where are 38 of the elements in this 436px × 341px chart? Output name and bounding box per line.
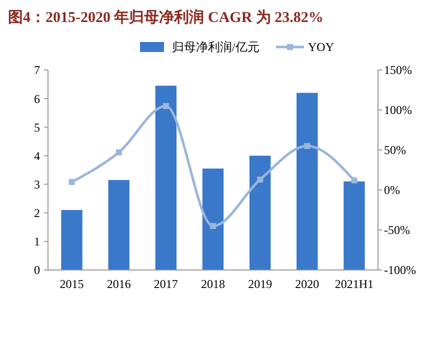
x-tick-label: 2015 xyxy=(60,277,84,291)
point xyxy=(116,149,122,156)
y-tick-label: 7 xyxy=(34,63,40,78)
bar xyxy=(344,181,365,270)
bar xyxy=(61,210,82,270)
y-tick-label: 5 xyxy=(34,120,40,134)
x-tick-label: 2016 xyxy=(106,277,131,291)
y-tick-label: 6 xyxy=(34,92,40,106)
x-tick-label: 2021H1 xyxy=(334,277,374,291)
bar xyxy=(202,168,224,270)
legend-label: YOY xyxy=(308,40,334,54)
y-tick-label: 3 xyxy=(34,177,40,192)
y2-tick-label: 0% xyxy=(384,183,400,198)
y2-tick-label: 150% xyxy=(384,63,412,78)
x-tick-label: 2020 xyxy=(295,277,320,291)
y2-tick-label: 50% xyxy=(384,143,406,158)
y-tick-label: 1 xyxy=(34,234,40,249)
y2-tick-label: 100% xyxy=(384,103,412,118)
y2-tick-label: -100% xyxy=(384,263,416,278)
bar xyxy=(296,92,318,270)
legend-label: 归母净利润/亿元 xyxy=(172,40,260,54)
point xyxy=(210,223,216,229)
chart-title: 图4：2015-2020 年归母净利润 CAGR 为 23.82% xyxy=(8,8,324,26)
point xyxy=(68,179,75,185)
x-tick-label: 2018 xyxy=(201,277,225,291)
x-tick-label: 2019 xyxy=(248,277,272,291)
y2-tick-label: -50% xyxy=(384,223,410,238)
x-tick-label: 2017 xyxy=(154,277,178,291)
point xyxy=(351,177,358,184)
y-tick-label: 4 xyxy=(34,148,40,163)
point xyxy=(257,176,264,183)
bar xyxy=(108,180,130,270)
point xyxy=(162,103,169,109)
bar xyxy=(155,86,177,270)
bar xyxy=(249,156,271,270)
y-tick-label: 0 xyxy=(34,263,40,278)
y-tick-label: 2 xyxy=(34,206,40,220)
point xyxy=(304,143,310,149)
